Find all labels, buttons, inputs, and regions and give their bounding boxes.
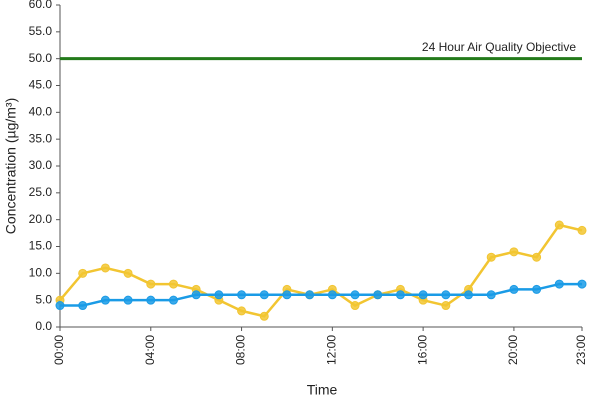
data-point	[327, 290, 337, 300]
data-point	[554, 220, 564, 230]
x-tick-label: 08:00	[234, 335, 248, 365]
data-point	[441, 290, 451, 300]
y-axis-label: Concentration (µg/m³)	[3, 98, 19, 234]
x-tick-label: 00:00	[52, 335, 66, 365]
data-point	[532, 252, 542, 262]
data-point	[78, 301, 88, 311]
data-point	[55, 301, 65, 311]
reference-label: 24 Hour Air Quality Objective	[422, 40, 576, 54]
y-tick-label: 50.0	[29, 51, 53, 65]
series-line	[59, 223, 583, 318]
y-tick-label: 15.0	[29, 239, 53, 253]
data-point	[509, 247, 519, 257]
y-tick-label: 40.0	[29, 105, 53, 119]
data-point	[146, 279, 156, 289]
y-tick-label: 35.0	[29, 131, 53, 145]
data-point	[168, 279, 178, 289]
x-tick-label: 23:00	[574, 335, 588, 365]
series-line	[60, 282, 582, 307]
data-point	[486, 290, 496, 300]
data-point	[259, 290, 269, 300]
data-point	[486, 252, 496, 262]
data-point	[282, 290, 292, 300]
y-tick-label: 5.0	[35, 292, 52, 306]
data-point	[100, 295, 110, 305]
x-tick-label: 04:00	[143, 335, 157, 365]
y-tick-label: 20.0	[29, 212, 53, 226]
y-tick-label: 30.0	[29, 158, 53, 172]
y-tick-label: 10.0	[29, 266, 53, 280]
data-point	[577, 225, 587, 235]
data-point	[532, 284, 542, 294]
data-point	[305, 290, 315, 300]
x-axis-label: Time	[307, 382, 338, 398]
x-tick-label: 12:00	[325, 335, 339, 365]
y-tick-label: 25.0	[29, 185, 53, 199]
data-point	[100, 263, 110, 273]
data-point	[441, 301, 451, 311]
y-tick-label: 45.0	[29, 78, 53, 92]
data-point	[123, 268, 133, 278]
x-tick-label: 20:00	[506, 335, 520, 365]
data-point	[577, 279, 587, 289]
data-point	[418, 290, 428, 300]
data-point	[237, 290, 247, 300]
data-point	[214, 290, 224, 300]
data-point	[464, 290, 474, 300]
y-tick-label: 60.0	[29, 0, 53, 11]
data-point	[237, 306, 247, 316]
x-tick-label: 16:00	[415, 335, 429, 365]
data-point	[350, 301, 360, 311]
data-point	[78, 268, 88, 278]
y-tick-label: 55.0	[29, 24, 53, 38]
data-point	[554, 279, 564, 289]
data-point	[509, 284, 519, 294]
data-point	[350, 290, 360, 300]
data-point	[146, 295, 156, 305]
data-point	[259, 311, 269, 321]
data-point	[395, 290, 405, 300]
data-point	[168, 295, 178, 305]
data-point	[373, 290, 383, 300]
y-tick-label: 0.0	[35, 319, 52, 333]
data-point	[191, 290, 201, 300]
data-point	[123, 295, 133, 305]
